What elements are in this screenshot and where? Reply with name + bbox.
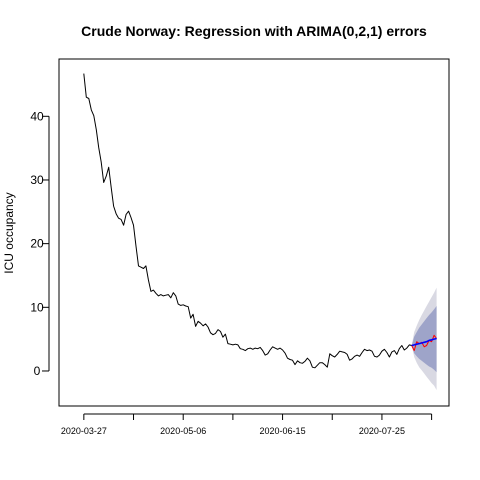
y-tick-label: 40 bbox=[30, 109, 44, 123]
x-tick-label: 2020-03-27 bbox=[61, 426, 107, 436]
x-tick-label: 2020-06-15 bbox=[260, 426, 306, 436]
y-axis-label: ICU occupancy bbox=[2, 192, 16, 273]
y-tick-label: 20 bbox=[30, 237, 44, 251]
y-tick-label: 0 bbox=[34, 364, 41, 378]
prediction-interval-80 bbox=[411, 306, 437, 373]
observed-series-line bbox=[83, 73, 412, 369]
plot-frame bbox=[58, 58, 450, 407]
x-tick-label: 2020-05-06 bbox=[160, 426, 206, 436]
axes: 0 10 20 30 40 2020-03-27 2020-05-06 2020-06-15 2… bbox=[30, 109, 433, 436]
y-tick-label: 10 bbox=[30, 300, 44, 314]
y-tick-label: 30 bbox=[30, 173, 44, 187]
plot-area bbox=[83, 73, 437, 391]
chart-title: Crude Norway: Regression with ARIMA(0,2,… bbox=[81, 23, 427, 39]
forecast-mean-line bbox=[411, 337, 437, 347]
x-tick-label: 2020-07-25 bbox=[359, 426, 405, 436]
